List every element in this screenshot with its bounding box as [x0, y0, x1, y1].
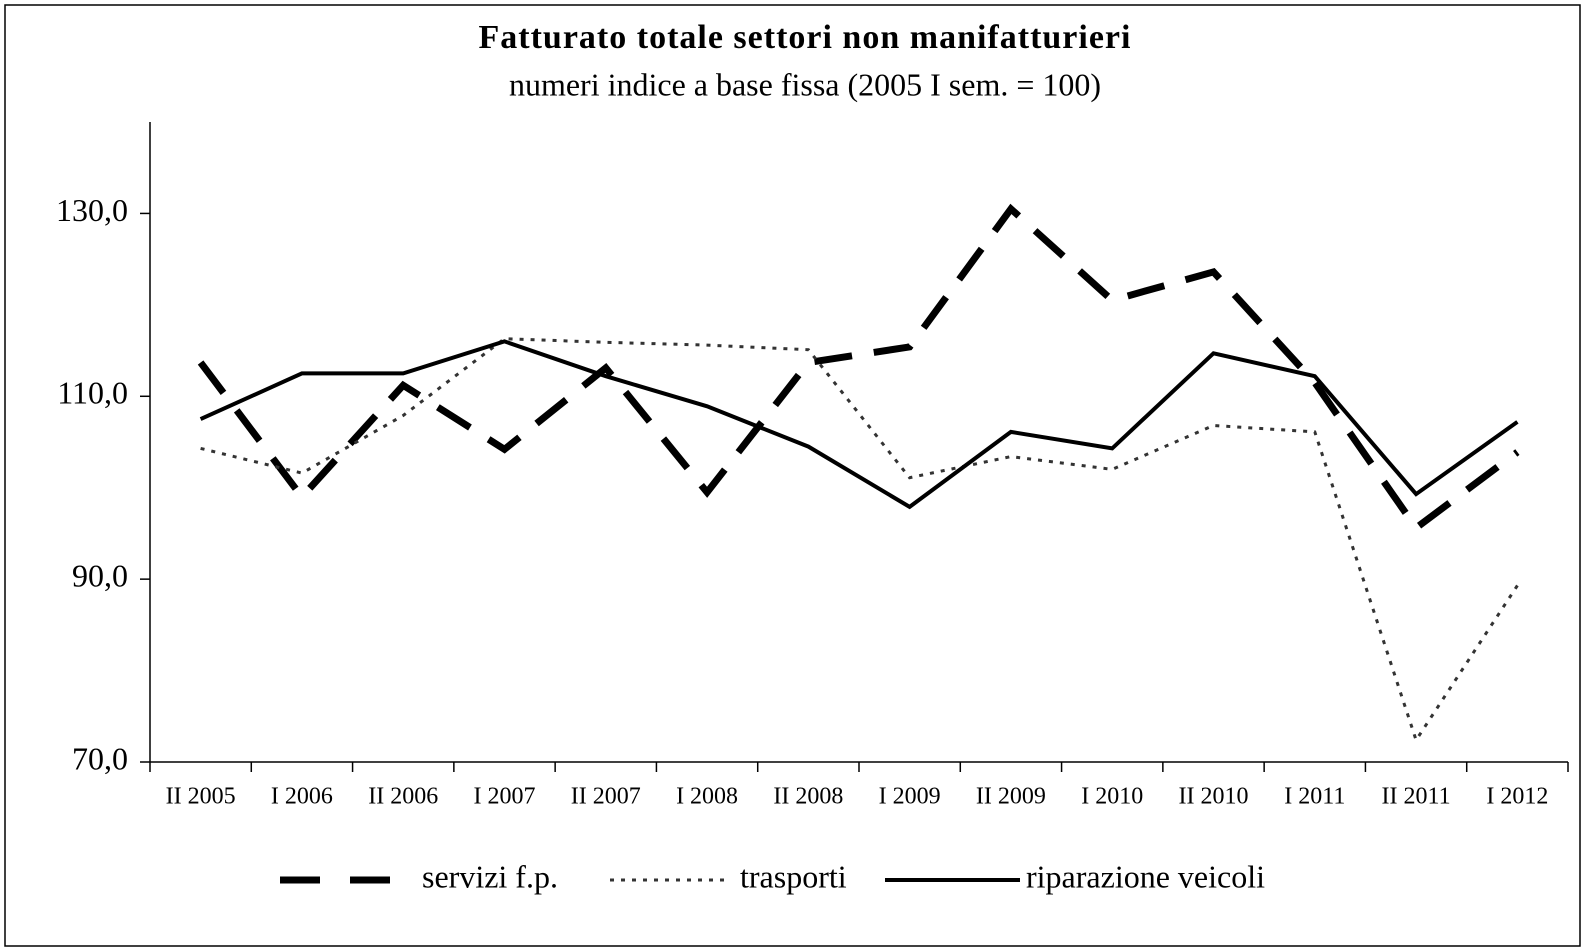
series-line [199, 339, 1519, 510]
x-tick-label: II 2010 [1179, 784, 1249, 810]
legend-label: servizi f.p. [422, 858, 558, 894]
x-tick-label: I 2010 [1081, 784, 1143, 810]
series-line [197, 203, 1520, 533]
frame [4, 4, 1581, 947]
y-tick-label: 70,0 [72, 740, 128, 776]
y-tick-label: 110,0 [57, 375, 128, 411]
x-tick-label: I 2009 [879, 784, 941, 810]
y-tick-label: 90,0 [72, 557, 128, 593]
x-tick-label: II 2007 [571, 784, 641, 810]
legend-label: trasporti [740, 858, 847, 894]
x-tick-label: II 2005 [166, 784, 236, 810]
y-tick-label: 130,0 [56, 192, 128, 228]
x-tick-label: I 2006 [271, 784, 333, 810]
legend-label: riparazione veicoli [1026, 858, 1265, 894]
x-tick-label: I 2011 [1284, 784, 1345, 810]
x-tick-label: I 2012 [1486, 784, 1548, 810]
x-tick-label: II 2011 [1382, 784, 1451, 810]
x-tick-label: I 2008 [676, 784, 738, 810]
chart-title: Fatturato totale settori non manifatturi… [479, 19, 1132, 56]
x-tick-label: II 2006 [368, 784, 438, 810]
x-tick-label: I 2007 [474, 784, 536, 810]
x-tick-label: II 2009 [976, 784, 1046, 810]
x-tick-label: II 2008 [773, 784, 843, 810]
chart-subtitle: numeri indice a base fissa (2005 I sem. … [509, 66, 1101, 102]
